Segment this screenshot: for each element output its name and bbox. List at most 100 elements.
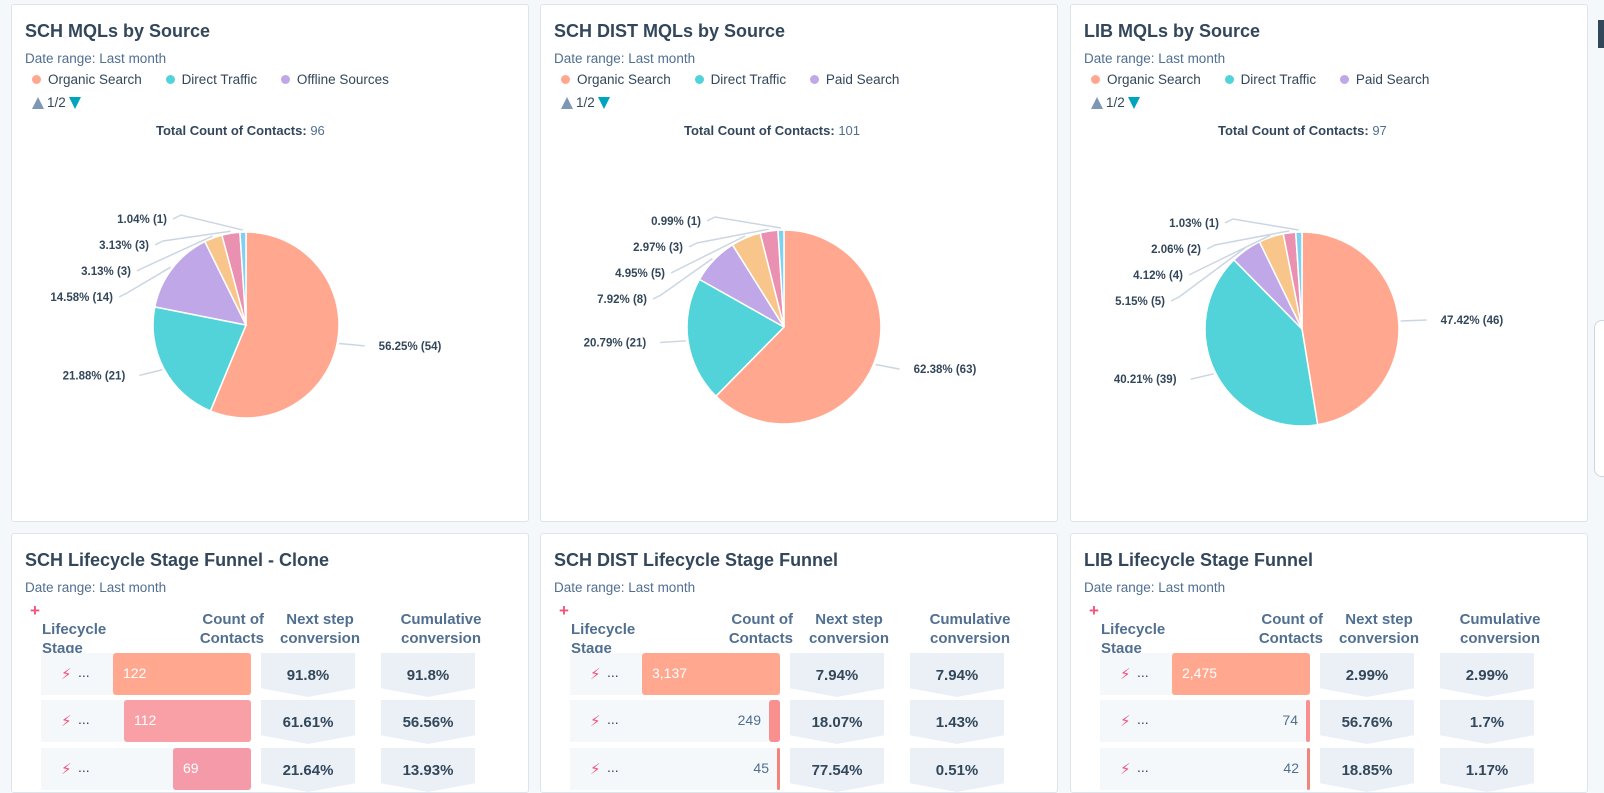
funnel-bar[interactable] — [769, 700, 780, 742]
chart-legend: Organic Search Direct Traffic Paid Searc… — [1091, 72, 1449, 87]
stage-label: ... — [1137, 711, 1149, 727]
card-title[interactable]: LIB Lifecycle Stage Funnel — [1084, 550, 1314, 570]
legend-item-paid-search[interactable]: Paid Search — [809, 72, 899, 87]
date-range: Date range: Last month — [554, 51, 696, 66]
legend-dot — [1224, 75, 1234, 84]
pie-slice[interactable] — [686, 278, 786, 398]
funnel-row[interactable]: ⚡ ... 112 — [41, 700, 251, 742]
page-down-icon[interactable] — [597, 96, 610, 109]
date-range: Date range: Last month — [25, 51, 167, 66]
page-up-icon[interactable] — [561, 96, 573, 109]
pie-data-label: 56.25% (54) — [379, 341, 442, 353]
card-title[interactable]: SCH MQLs by Source — [25, 21, 211, 41]
legend-label: Direct Traffic — [710, 72, 787, 87]
pie-slice[interactable] — [714, 229, 882, 425]
col-header-lifecycle-stage[interactable]: Lifecycle Stage — [571, 621, 636, 657]
funnel-bar[interactable] — [642, 653, 780, 695]
funnel-row[interactable]: ⚡ ... 42 — [1100, 748, 1310, 790]
count-value: 42 — [1283, 760, 1299, 776]
funnel-bar[interactable] — [173, 748, 251, 790]
pie-data-label: 20.79% (21) — [584, 337, 647, 349]
add-stage-icon[interactable]: + — [30, 601, 40, 620]
pie-data-label: 47.42% (46) — [1441, 315, 1504, 327]
card-title[interactable]: SCH DIST Lifecycle Stage Funnel — [554, 550, 839, 570]
stage-label: ... — [607, 664, 619, 680]
pie-data-label: 5.15% (5) — [1115, 296, 1165, 308]
cumulative-conversion: 1.7% — [1440, 700, 1534, 744]
lightning-icon: ⚡ — [590, 713, 601, 730]
funnel-row[interactable]: ⚡ ... 122 — [41, 653, 251, 695]
legend-item-direct-traffic[interactable]: Direct Traffic — [1224, 72, 1316, 87]
legend-item-organic-search[interactable]: Organic Search — [32, 72, 142, 87]
legend-pager: 1/2 — [32, 95, 81, 110]
stage-label: ... — [607, 711, 619, 727]
funnel-row[interactable]: ⚡ ... 45 — [570, 748, 780, 790]
col-header-count[interactable]: Count of Contacts — [1258, 611, 1323, 647]
funnel-bar[interactable] — [1306, 700, 1310, 742]
pie-slice[interactable] — [239, 231, 247, 326]
pager-label: 1/2 — [576, 95, 595, 110]
pie-slice[interactable] — [209, 231, 340, 419]
page-up-icon[interactable] — [32, 96, 44, 109]
pie-chart: 62.38% (63) 20.79% (21) 7.92% (8) 4.95% (5)… — [584, 216, 976, 425]
pie-slice[interactable] — [1301, 231, 1400, 426]
legend-item-offline-sources[interactable]: Offline Sources — [280, 72, 389, 87]
legend-item-organic-search[interactable]: Organic Search — [1091, 72, 1201, 87]
pie-leader-line — [1206, 230, 1290, 250]
pie-slice[interactable] — [153, 240, 248, 327]
card-title[interactable]: SCH Lifecycle Stage Funnel - Clone — [25, 550, 330, 570]
pie-leader-line — [660, 340, 687, 344]
col-header-next-step[interactable]: Next step conversion — [279, 611, 361, 647]
legend-item-paid-search[interactable]: Paid Search — [1339, 72, 1429, 87]
col-header-lifecycle-stage[interactable]: Lifecycle Stage — [42, 621, 107, 657]
col-header-count[interactable]: Count of Contacts — [199, 611, 264, 647]
pie-data-label: 4.95% (5) — [615, 268, 665, 280]
col-header-cumulative[interactable]: Cumulative conversion — [1459, 611, 1541, 647]
legend-label: Organic Search — [48, 72, 142, 87]
funnel-row[interactable]: ⚡ ... 2,475 — [1100, 653, 1310, 695]
total-count-value: 101 — [838, 123, 861, 138]
page-up-icon[interactable] — [1091, 96, 1103, 109]
pie-slice[interactable] — [1204, 258, 1319, 427]
funnel-bar[interactable] — [1307, 748, 1310, 790]
funnel-bar[interactable] — [113, 653, 251, 695]
legend-item-organic-search[interactable]: Organic Search — [561, 72, 671, 87]
pie-slice[interactable] — [777, 229, 785, 328]
funnel-row[interactable]: ⚡ ... 249 — [570, 700, 780, 742]
pie-leader-line — [670, 235, 746, 274]
card-title[interactable]: SCH DIST MQLs by Source — [554, 21, 786, 41]
lightning-icon: ⚡ — [590, 761, 601, 778]
card-title[interactable]: LIB MQLs by Source — [1084, 21, 1261, 41]
funnel-row[interactable]: ⚡ ... 3,137 — [570, 653, 780, 695]
pie-data-label: 40.21% (39) — [1114, 374, 1177, 386]
side-panel-tab[interactable] — [1594, 320, 1604, 477]
page-down-icon[interactable] — [1127, 96, 1140, 109]
col-header-next-step[interactable]: Next step conversion — [808, 611, 890, 647]
legend-dot — [1339, 75, 1349, 84]
col-header-cumulative[interactable]: Cumulative conversion — [400, 611, 482, 647]
funnel-bar[interactable] — [777, 748, 780, 790]
funnel-bar[interactable] — [124, 700, 251, 742]
pie-leader-line — [1170, 247, 1246, 302]
add-stage-icon[interactable]: + — [1089, 601, 1099, 620]
pie-slice[interactable] — [1294, 231, 1303, 330]
lightning-icon: ⚡ — [590, 666, 601, 683]
pie-leader-line — [1190, 373, 1214, 380]
pie-leader-line — [172, 214, 244, 231]
funnel-bar[interactable] — [1172, 653, 1310, 695]
funnel-row[interactable]: ⚡ ... 74 — [1100, 700, 1310, 742]
col-header-next-step[interactable]: Next step conversion — [1338, 611, 1420, 647]
col-header-count[interactable]: Count of Contacts — [728, 611, 793, 647]
pie-slice[interactable] — [152, 305, 248, 412]
page-down-icon[interactable] — [68, 96, 81, 109]
col-header-lifecycle-stage[interactable]: Lifecycle Stage — [1101, 621, 1166, 657]
stage-label: ... — [78, 711, 90, 727]
funnel-row[interactable]: ⚡ ... 69 — [41, 748, 251, 790]
col-header-cumulative[interactable]: Cumulative conversion — [929, 611, 1011, 647]
legend-item-direct-traffic[interactable]: Direct Traffic — [694, 72, 787, 87]
stage-label: ... — [607, 759, 619, 775]
add-stage-icon[interactable]: + — [559, 601, 569, 620]
legend-item-direct-traffic[interactable]: Direct Traffic — [165, 72, 257, 87]
pie-data-label: 4.12% (4) — [1133, 270, 1183, 282]
pie-data-label: 3.13% (3) — [99, 240, 149, 252]
